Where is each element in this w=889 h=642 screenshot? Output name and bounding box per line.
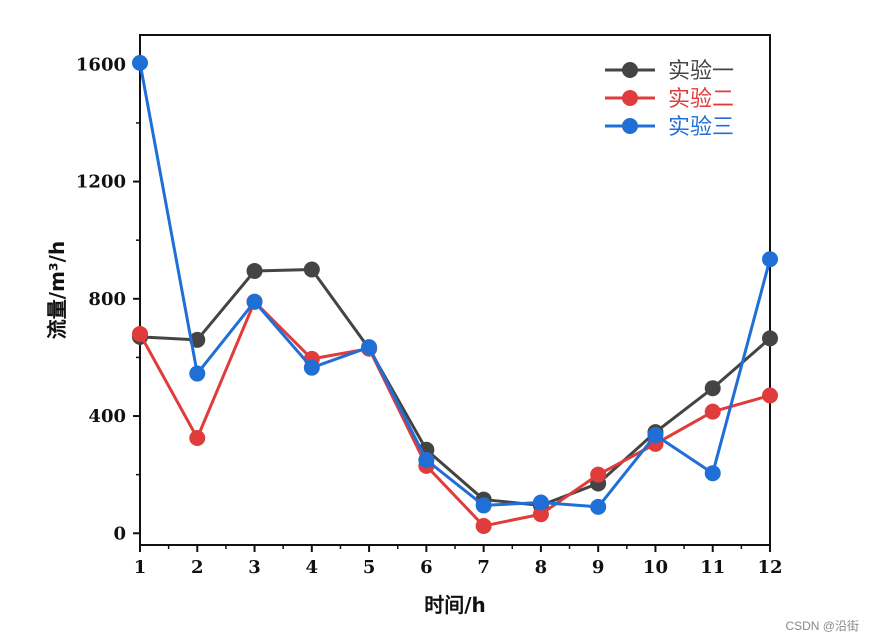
data-point	[246, 262, 263, 279]
x-tick-label: 9	[592, 557, 605, 578]
data-point	[189, 365, 206, 382]
y-tick-label: 1200	[76, 172, 126, 193]
series-line	[139, 267, 771, 507]
data-point	[590, 498, 607, 515]
x-tick-label: 1	[134, 557, 147, 578]
legend-label: 实验一	[668, 59, 734, 84]
series-line	[138, 62, 772, 509]
data-point	[762, 387, 778, 404]
x-tick-label: 11	[700, 557, 725, 578]
data-point	[704, 465, 721, 482]
series-layer	[132, 54, 778, 534]
y-tick-label: 1600	[76, 54, 126, 75]
data-point	[418, 452, 435, 468]
data-point	[132, 325, 148, 342]
watermark: CSDN @沿街	[785, 619, 859, 633]
y-tick-label: 400	[88, 406, 126, 427]
y-axis-title: 流量/m³/h	[45, 241, 69, 339]
data-point	[475, 517, 492, 534]
x-tick-label: 3	[248, 557, 261, 578]
data-point	[704, 380, 721, 397]
x-tick-label: 7	[477, 557, 490, 578]
data-point	[132, 54, 148, 71]
data-point	[762, 330, 778, 347]
data-point	[361, 339, 378, 356]
data-point	[303, 359, 320, 376]
legend-marker	[622, 118, 638, 134]
x-tick-label: 2	[191, 557, 204, 578]
x-tick-label: 6	[420, 557, 433, 578]
legend-marker	[622, 90, 638, 106]
x-tick-label: 4	[306, 557, 319, 578]
series-1	[132, 261, 778, 514]
series-line	[138, 300, 771, 528]
y-tick-label: 0	[113, 523, 126, 544]
data-point	[704, 403, 721, 420]
data-point	[762, 251, 778, 268]
data-point	[189, 430, 206, 447]
legend-marker	[622, 62, 638, 78]
data-point	[590, 466, 607, 483]
data-point	[532, 506, 549, 523]
data-point	[532, 494, 549, 511]
data-point	[647, 427, 664, 444]
data-point	[303, 261, 320, 278]
x-axis-title: 时间/h	[424, 593, 486, 617]
data-point	[246, 293, 263, 310]
legend-label: 实验三	[668, 115, 734, 140]
x-tick-label: 10	[643, 557, 668, 578]
legend-label: 实验二	[668, 87, 734, 112]
x-tick-label: 5	[363, 557, 376, 578]
data-point	[475, 497, 492, 514]
x-tick-label: 8	[535, 557, 548, 578]
y-tick-label: 800	[88, 289, 126, 310]
x-tick-label: 12	[757, 557, 782, 578]
series-3	[132, 54, 778, 515]
